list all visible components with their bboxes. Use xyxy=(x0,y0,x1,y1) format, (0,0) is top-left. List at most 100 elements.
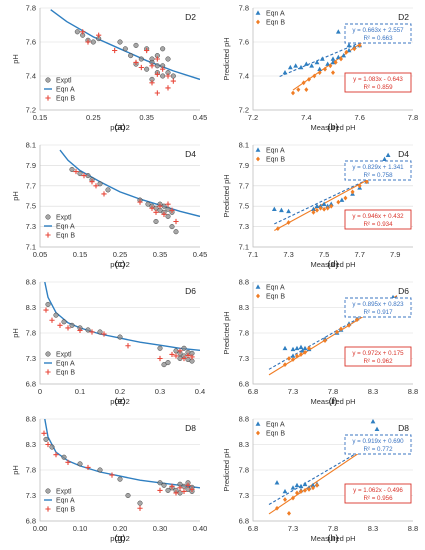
x-axis-label: pCO2 xyxy=(110,397,130,406)
eqn-a-point xyxy=(318,203,323,208)
eqn-b-point xyxy=(181,355,187,362)
exptl-point xyxy=(117,476,123,482)
eqn-b-point xyxy=(347,322,351,328)
y-tick-label: 8.8 xyxy=(26,278,36,287)
eqn-a-point xyxy=(346,47,352,53)
x-tick-label: 0.05 xyxy=(33,250,48,259)
legend-swatch xyxy=(256,19,260,25)
panel-tag: D6 xyxy=(398,286,409,296)
eqn-a-point xyxy=(346,42,352,48)
exptl-point xyxy=(169,224,175,230)
exptl-point xyxy=(145,201,151,207)
legend-label: Eqn A xyxy=(266,285,285,292)
legend-swatch xyxy=(45,95,51,101)
eqn-b-point xyxy=(323,66,327,72)
x-tick-label: 0.00 xyxy=(33,524,48,533)
eqn-b-point xyxy=(364,179,369,185)
exptl-point xyxy=(97,181,103,187)
eqn-b-point xyxy=(169,483,175,489)
panel-caption: (g) xyxy=(115,533,126,543)
y-axis-label: Predicted pH xyxy=(222,37,231,80)
x-tick-label: 7.3 xyxy=(288,524,298,533)
legend-label: Eqn A xyxy=(266,11,285,18)
panel-tag: D4 xyxy=(398,149,409,159)
eqn-b-point xyxy=(93,183,99,189)
eqn-a-point xyxy=(341,53,347,58)
exptl-point xyxy=(97,467,103,473)
eqn-b-point xyxy=(165,201,171,207)
panel-caption: (e) xyxy=(115,396,126,406)
eqn-b-point xyxy=(355,317,359,323)
eqn-b-point xyxy=(80,29,86,35)
x-tick-label: 0.40 xyxy=(193,524,208,533)
eqn-b-point xyxy=(149,63,155,69)
fit-equation: y = 1.062x - 0.496 xyxy=(353,487,403,494)
eqn-b-point xyxy=(287,356,291,361)
eqn-a-point xyxy=(330,59,336,65)
eqn-b-point xyxy=(331,70,335,75)
fit-equation: y = 1.083x - 0.643 xyxy=(353,76,403,83)
fit-r-squared: R² = 0.917 xyxy=(363,309,393,316)
x-tick-label: 8.3 xyxy=(368,387,378,396)
eqn-a-fit-box xyxy=(344,160,412,181)
legend: Eqn A Eqn B xyxy=(255,284,285,301)
legend-label: Eqn A xyxy=(56,87,75,94)
axes xyxy=(39,8,200,111)
eqn-a-point xyxy=(328,201,334,206)
eqn-a-point xyxy=(302,481,308,487)
eqn-b-point xyxy=(322,206,327,212)
y-tick-label: 7.9 xyxy=(26,161,36,170)
eqn-b-fit-box xyxy=(344,72,412,93)
eqn-b-point xyxy=(73,168,79,175)
legend-swatch xyxy=(255,284,261,289)
eqn-b-point xyxy=(329,203,334,209)
legend: Exptl Eqn A Eqn B xyxy=(44,488,75,514)
eqn-b-point xyxy=(57,322,63,328)
exptl-point xyxy=(181,483,187,489)
legend-swatch xyxy=(45,77,51,83)
eqn-b-point xyxy=(299,489,303,494)
exptl-point xyxy=(165,360,171,366)
legend-label: Eqn B xyxy=(56,370,75,377)
legend: Exptl Eqn A Eqn B xyxy=(44,214,75,240)
fit-r-squared: R² = 0.758 xyxy=(363,172,393,179)
legend-swatch xyxy=(45,369,51,375)
legend-swatch xyxy=(256,293,260,299)
eqn-a-fit-box xyxy=(344,434,412,455)
eqn-b-point xyxy=(317,70,322,75)
eqn-a-point xyxy=(286,208,291,214)
exptl-point xyxy=(45,301,51,307)
exptl-point xyxy=(117,334,123,340)
exptl-point xyxy=(125,492,131,499)
eqn-b-point xyxy=(307,77,311,82)
eqn-b-point xyxy=(157,487,163,493)
eqn-a-point xyxy=(330,56,336,61)
eqn-a-point xyxy=(282,70,288,75)
eqn-a-point xyxy=(287,64,293,70)
eqn-a-point xyxy=(290,353,296,358)
eqn-a-fit-box xyxy=(344,23,412,44)
eqn-b-point xyxy=(291,357,295,362)
x-tick-label: 6.8 xyxy=(248,387,258,396)
legend-label: Eqn A xyxy=(56,224,75,231)
exptl-point xyxy=(61,454,67,460)
panel-b: 7.2 7.4 7.6 7.8 7.2 7.4 7.6 7.8 Measured pH Predi… xyxy=(222,4,418,133)
eqn-a-point xyxy=(385,152,391,157)
exptl-point xyxy=(90,39,96,45)
exptl-point xyxy=(74,29,80,35)
eqn-b-point xyxy=(287,510,291,516)
exptl-point xyxy=(97,329,103,335)
legend-label: Eqn A xyxy=(56,361,75,368)
eqn-b-point xyxy=(144,47,150,54)
axes xyxy=(39,282,200,385)
eqn-b-point xyxy=(185,352,191,359)
eqn-b-point xyxy=(112,47,118,54)
legend-swatch xyxy=(256,430,260,436)
eqn-a-point xyxy=(290,346,296,352)
x-tick-label: 0.35 xyxy=(139,113,154,122)
exptl-point xyxy=(69,166,75,173)
eqn-b-point xyxy=(177,348,183,354)
eqn-b-point xyxy=(333,60,338,65)
panel-caption: (h) xyxy=(328,533,339,543)
eqn-b-fit-box xyxy=(344,209,412,230)
